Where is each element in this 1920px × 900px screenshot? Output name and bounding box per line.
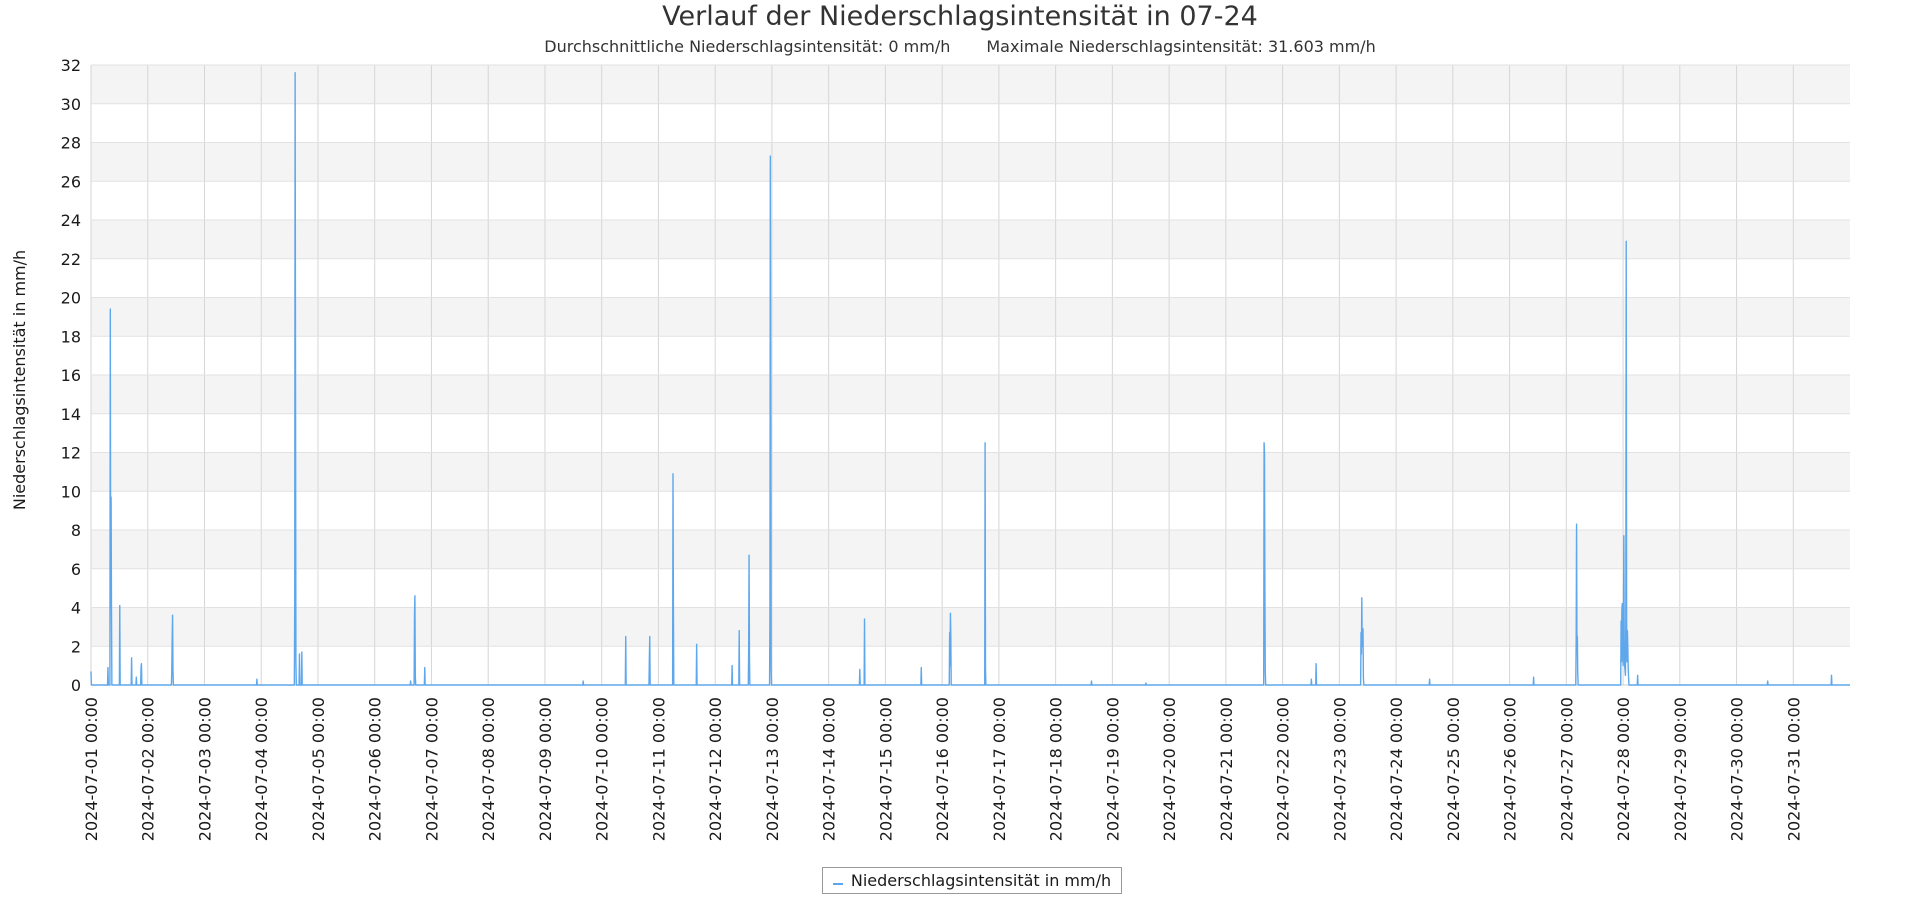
x-tick-label: 2024-07-14 00:00 [820, 697, 839, 841]
plot-band [91, 452, 1850, 492]
chart-subtitle: Durchschnittliche Niederschlagsintensitä… [0, 36, 1920, 58]
x-tick-label: 2024-07-17 00:00 [990, 697, 1009, 841]
y-tick-label: 0 [71, 676, 81, 695]
plot-band [91, 607, 1850, 647]
y-tick-label: 20 [61, 289, 81, 308]
y-tick-label: 24 [61, 211, 81, 230]
x-tick-label: 2024-07-01 00:00 [82, 697, 101, 841]
x-tick-label: 2024-07-25 00:00 [1444, 697, 1463, 841]
y-tick-label: 28 [61, 134, 81, 153]
plot-band [91, 375, 1850, 414]
x-tick-label: 2024-07-20 00:00 [1160, 697, 1179, 841]
x-tick-label: 2024-07-26 00:00 [1501, 697, 1520, 841]
x-tick-label: 2024-07-09 00:00 [536, 697, 555, 841]
y-tick-label: 32 [61, 56, 81, 75]
y-tick-label: 4 [71, 599, 81, 618]
x-tick-label: 2024-07-12 00:00 [706, 697, 725, 841]
x-tick-label: 2024-07-08 00:00 [479, 697, 498, 841]
plot-band [91, 142, 1850, 182]
x-tick-label: 2024-07-11 00:00 [649, 697, 668, 841]
chart-title: Verlauf der Niederschlagsintensität in 0… [662, 1, 1258, 32]
x-tick-label: 2024-07-15 00:00 [876, 697, 895, 841]
x-tick-label: 2024-07-16 00:00 [933, 697, 952, 841]
y-tick-label: 30 [61, 95, 81, 114]
x-tick-label: 2024-07-18 00:00 [1047, 697, 1066, 841]
y-tick-label: 2 [71, 637, 81, 656]
x-tick-label: 2024-07-13 00:00 [763, 697, 782, 841]
x-tick-label: 2024-07-06 00:00 [366, 697, 385, 841]
plot-band [91, 530, 1850, 569]
x-tick-label: 2024-07-04 00:00 [252, 697, 271, 841]
legend[interactable]: Niederschlagsintensität in mm/h [822, 867, 1122, 894]
plot-band [91, 297, 1850, 337]
x-tick-label: 2024-07-24 00:00 [1387, 697, 1406, 841]
y-tick-label: 26 [61, 172, 81, 191]
series-group [90, 71, 1850, 686]
y-tick-label: 16 [61, 366, 81, 385]
y-tick-label: 10 [61, 482, 81, 501]
y-tick-label: 8 [71, 521, 81, 540]
y-axis-title: Niederschlagsintensität in mm/h [10, 250, 29, 510]
y-tick-label: 12 [61, 444, 81, 463]
x-tick-label: 2024-07-31 00:00 [1784, 697, 1803, 841]
y-tick-label: 18 [61, 327, 81, 346]
x-tick-label: 2024-07-28 00:00 [1614, 697, 1633, 841]
subtitle-average: Durchschnittliche Niederschlagsintensitä… [544, 37, 951, 56]
plot-band [91, 65, 1850, 104]
x-tick-label: 2024-07-30 00:00 [1728, 697, 1747, 841]
x-tick-label: 2024-07-02 00:00 [139, 697, 158, 841]
x-tick-label: 2024-07-29 00:00 [1671, 697, 1690, 841]
legend-label: Niederschlagsintensität in mm/h [850, 871, 1112, 890]
plot-band [91, 220, 1850, 259]
x-tick-label: 2024-07-10 00:00 [593, 697, 612, 841]
x-tick-label: 2024-07-21 00:00 [1217, 697, 1236, 841]
x-tick-label: 2024-07-05 00:00 [309, 697, 328, 841]
x-tick-label: 2024-07-03 00:00 [195, 697, 214, 841]
y-tick-label: 6 [71, 560, 81, 579]
series-line [90, 71, 1850, 686]
x-tick-label: 2024-07-07 00:00 [422, 697, 441, 841]
subtitle-maximum: Maximale Niederschlagsintensität: 31.603… [986, 37, 1376, 56]
legend-swatch [832, 882, 843, 885]
y-tick-label: 14 [61, 405, 81, 424]
x-tick-label: 2024-07-23 00:00 [1330, 697, 1349, 841]
x-tick-label: 2024-07-22 00:00 [1274, 697, 1293, 841]
x-tick-label: 2024-07-27 00:00 [1557, 697, 1576, 841]
y-tick-label: 22 [61, 250, 81, 269]
x-tick-label: 2024-07-19 00:00 [1103, 697, 1122, 841]
x-axis-ticks: 2024-07-01 00:00 2024-07-02 00:00 2024-07-… [82, 684, 1850, 841]
